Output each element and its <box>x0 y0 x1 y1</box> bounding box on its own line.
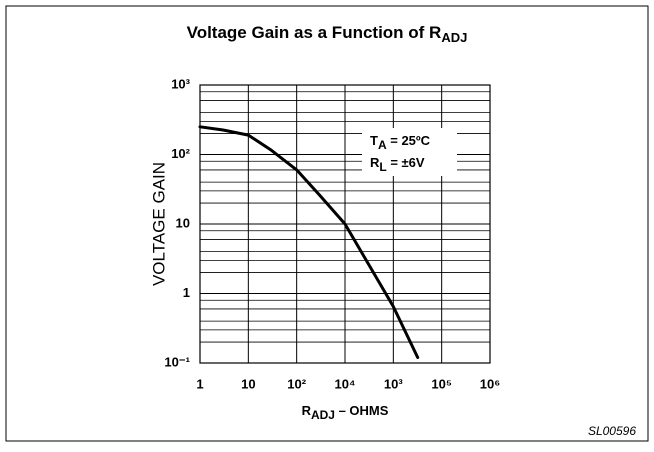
title-sub: ADJ <box>441 30 467 45</box>
x-tick-label: 1 <box>196 376 203 391</box>
x-tick-label: 10 <box>241 376 255 391</box>
annotation-rest: = ±6V <box>387 155 425 170</box>
annotation-sub: A <box>378 138 387 152</box>
y-tick-label: 1 <box>183 285 190 300</box>
annotation-sub: L <box>379 160 386 174</box>
y-tick-label: 10 <box>176 215 190 230</box>
x-tick-label: 10³ <box>384 376 403 391</box>
x-label-text: R <box>302 403 312 418</box>
y-tick-label: 10³ <box>171 76 190 91</box>
x-label-rest: – OHMS <box>335 403 389 418</box>
chart-title: Voltage Gain as a Function of RADJ <box>187 23 468 45</box>
annotation: TA = 25ºC <box>370 133 431 152</box>
x-tick-label: 10² <box>287 376 306 391</box>
x-tick-label: 10⁴ <box>335 376 356 391</box>
line <box>198 125 420 359</box>
x-axis-label: RADJ – OHMS <box>302 403 389 422</box>
annotation-rest: = 25ºC <box>387 133 431 148</box>
plot-border <box>199 84 491 364</box>
y-axis-label: VOLTAGE GAIN <box>149 162 168 286</box>
annotation: RL = ±6V <box>370 155 425 174</box>
annotation-text: T <box>370 133 378 148</box>
x-tick-label: 10⁵ <box>431 376 452 391</box>
annotation-text: R <box>370 155 380 170</box>
x-label-sub: ADJ <box>311 408 335 422</box>
annotation-box <box>362 128 457 176</box>
footer: SL00596 <box>588 424 636 438</box>
y-tick-label: 10² <box>171 146 190 161</box>
title-text: Voltage Gain as a Function of R <box>187 23 442 42</box>
x-tick-label: 10⁶ <box>480 376 500 391</box>
y-tick-label: 10⁻¹ <box>164 354 190 369</box>
